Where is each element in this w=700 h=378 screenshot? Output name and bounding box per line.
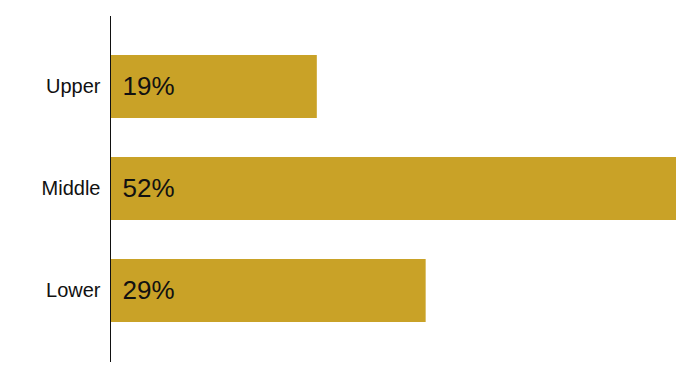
svg-text:Upper: Upper — [46, 75, 101, 97]
svg-text:19%: 19% — [123, 71, 175, 101]
svg-text:Lower: Lower — [46, 279, 101, 301]
svg-text:Middle: Middle — [42, 177, 101, 199]
svg-text:29%: 29% — [123, 275, 175, 305]
svg-text:52%: 52% — [123, 173, 175, 203]
